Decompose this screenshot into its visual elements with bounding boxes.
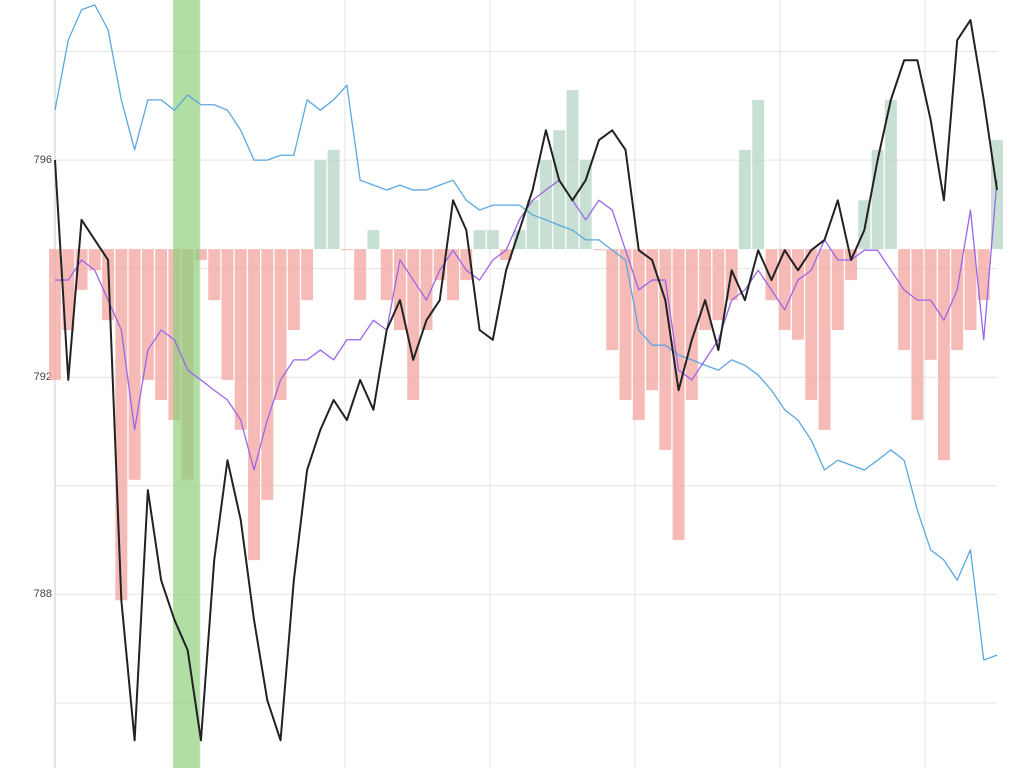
bar [327, 149, 340, 250]
bar [314, 160, 327, 250]
bar [287, 249, 300, 330]
bar [593, 249, 605, 251]
bar [88, 249, 101, 271]
bar [738, 149, 751, 250]
bar [659, 249, 672, 450]
bar [354, 249, 367, 301]
bar [367, 230, 380, 250]
bar [991, 140, 1003, 250]
bar [526, 200, 539, 250]
bar [818, 249, 831, 430]
bar [234, 249, 247, 430]
bar [566, 90, 579, 250]
bar [977, 249, 990, 301]
bar [380, 249, 393, 301]
bar [553, 130, 566, 250]
y-tick-label: 792 [34, 371, 52, 383]
bar [911, 249, 924, 421]
y-tick-label: 788 [34, 588, 52, 600]
bar [845, 249, 858, 281]
bar [221, 249, 234, 380]
bar [937, 249, 950, 461]
bar [75, 249, 88, 290]
bar [301, 249, 314, 301]
bar [858, 200, 871, 250]
bar [274, 249, 287, 401]
bar [261, 249, 274, 500]
bar [792, 249, 804, 340]
bar [632, 249, 645, 421]
bar [340, 249, 353, 251]
bar [951, 249, 964, 351]
bar [62, 249, 75, 330]
bar [924, 249, 937, 360]
bar [460, 249, 473, 281]
bar [606, 249, 619, 351]
bar [699, 249, 712, 330]
bar [473, 230, 486, 250]
bar [49, 249, 61, 380]
highlight-band [173, 0, 200, 768]
bar [208, 249, 221, 301]
bar [447, 249, 459, 301]
bar [579, 160, 592, 250]
line-series [54, 19, 998, 742]
bar [513, 230, 526, 250]
bar [752, 99, 765, 250]
bar [407, 249, 420, 401]
bar [646, 249, 659, 391]
bar [141, 249, 154, 380]
bar [672, 249, 685, 541]
bar [248, 249, 260, 561]
bar [712, 249, 725, 321]
bar [898, 249, 911, 351]
bar [871, 149, 884, 250]
bar [619, 249, 632, 401]
bar [539, 160, 552, 250]
bar [765, 249, 778, 301]
y-tick-label: 796 [34, 154, 52, 166]
bar [805, 249, 818, 401]
bar [964, 249, 977, 330]
bar [420, 249, 433, 330]
bar [433, 249, 446, 281]
bar [500, 249, 513, 260]
bar [884, 99, 897, 250]
bar [831, 249, 844, 330]
bar [194, 249, 207, 260]
bar [778, 249, 791, 330]
bar [115, 249, 128, 601]
bar [393, 249, 406, 330]
bar [155, 249, 168, 401]
bar [486, 230, 499, 250]
bar [685, 249, 698, 401]
bar [128, 249, 141, 480]
